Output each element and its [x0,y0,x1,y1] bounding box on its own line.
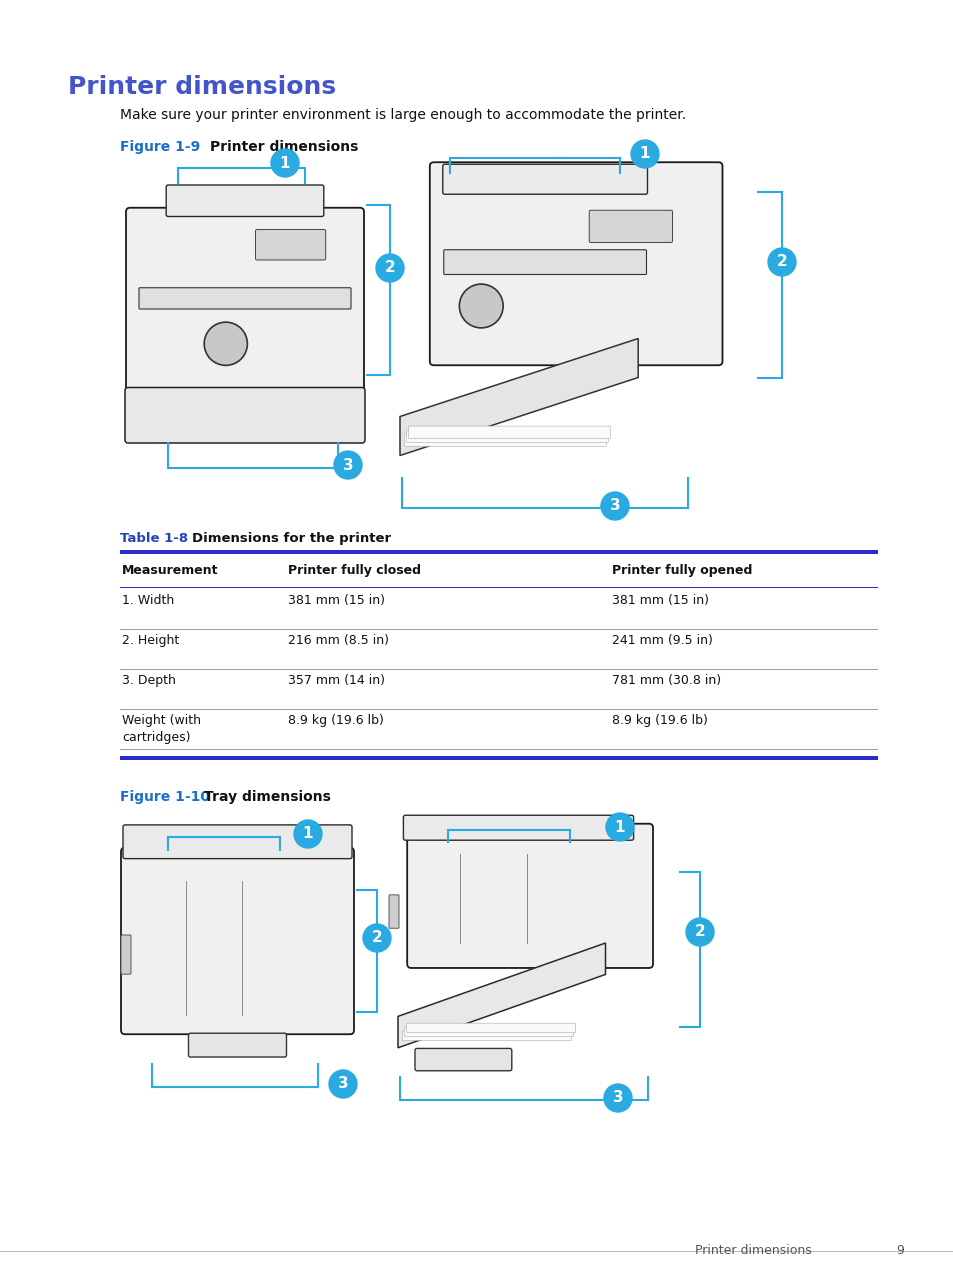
Text: 1. Width: 1. Width [122,594,174,607]
Text: 381 mm (15 in): 381 mm (15 in) [612,594,708,607]
Polygon shape [399,339,638,456]
Text: 3: 3 [342,457,353,472]
Text: Printer dimensions: Printer dimensions [68,75,335,99]
FancyBboxPatch shape [415,1049,511,1071]
Text: 2: 2 [776,254,786,269]
FancyBboxPatch shape [123,826,352,859]
FancyBboxPatch shape [166,185,323,216]
Text: 3. Depth: 3. Depth [122,674,175,687]
Text: 3: 3 [612,1091,622,1105]
Text: Measurement: Measurement [122,564,218,577]
FancyBboxPatch shape [589,211,672,243]
Text: Figure 1-9: Figure 1-9 [120,140,200,154]
Text: 9: 9 [895,1245,902,1257]
Text: 3: 3 [609,499,619,513]
Circle shape [630,140,659,168]
Circle shape [329,1071,356,1099]
FancyBboxPatch shape [404,1027,573,1036]
FancyBboxPatch shape [442,164,647,194]
FancyBboxPatch shape [126,208,364,403]
FancyBboxPatch shape [121,935,131,974]
Text: Printer fully closed: Printer fully closed [288,564,420,577]
FancyBboxPatch shape [407,824,652,968]
Text: 781 mm (30.8 in): 781 mm (30.8 in) [612,674,720,687]
Bar [120,587,877,588]
Circle shape [685,918,713,946]
Bar [120,550,877,554]
FancyBboxPatch shape [125,387,365,443]
Text: 1: 1 [302,827,313,842]
FancyBboxPatch shape [406,431,608,442]
FancyBboxPatch shape [443,250,646,274]
Text: 8.9 kg (19.6 lb): 8.9 kg (19.6 lb) [612,714,707,726]
Text: Tray dimensions: Tray dimensions [204,790,331,804]
Text: Table 1-8: Table 1-8 [120,532,188,545]
Polygon shape [397,944,605,1048]
FancyBboxPatch shape [406,1024,575,1033]
Text: Printer fully opened: Printer fully opened [612,564,752,577]
Text: Weight (with
cartridges): Weight (with cartridges) [122,714,201,744]
Circle shape [600,491,628,519]
Circle shape [767,248,795,276]
FancyBboxPatch shape [403,815,633,841]
Text: 3: 3 [337,1077,348,1091]
FancyBboxPatch shape [389,895,398,928]
Text: 241 mm (9.5 in): 241 mm (9.5 in) [612,634,712,646]
Text: 2. Height: 2. Height [122,634,179,646]
Text: Printer dimensions: Printer dimensions [695,1245,811,1257]
FancyBboxPatch shape [430,163,721,366]
Circle shape [334,451,361,479]
Bar [120,756,877,759]
Text: 2: 2 [384,260,395,276]
Circle shape [603,1085,631,1113]
Text: 216 mm (8.5 in): 216 mm (8.5 in) [288,634,389,646]
Text: 1: 1 [639,146,650,161]
Circle shape [271,149,298,177]
FancyBboxPatch shape [139,288,351,309]
FancyBboxPatch shape [189,1034,286,1057]
Circle shape [458,284,502,328]
Text: 357 mm (14 in): 357 mm (14 in) [288,674,385,687]
Text: 8.9 kg (19.6 lb): 8.9 kg (19.6 lb) [288,714,383,726]
Circle shape [375,254,403,282]
FancyBboxPatch shape [404,434,605,446]
Text: Dimensions for the printer: Dimensions for the printer [192,532,391,545]
Circle shape [294,820,322,848]
Text: Make sure your printer environment is large enough to accommodate the printer.: Make sure your printer environment is la… [120,108,685,122]
FancyBboxPatch shape [255,230,325,260]
Text: Figure 1-10: Figure 1-10 [120,790,210,804]
FancyBboxPatch shape [121,847,354,1034]
Text: 1: 1 [614,819,624,834]
Text: Printer dimensions: Printer dimensions [210,140,358,154]
Text: 2: 2 [372,931,382,945]
FancyBboxPatch shape [408,425,610,438]
Circle shape [605,813,634,841]
Circle shape [363,925,391,952]
Text: 1: 1 [279,155,290,170]
Text: 381 mm (15 in): 381 mm (15 in) [288,594,385,607]
Text: 2: 2 [694,925,704,940]
FancyBboxPatch shape [402,1031,571,1040]
Circle shape [204,323,247,366]
